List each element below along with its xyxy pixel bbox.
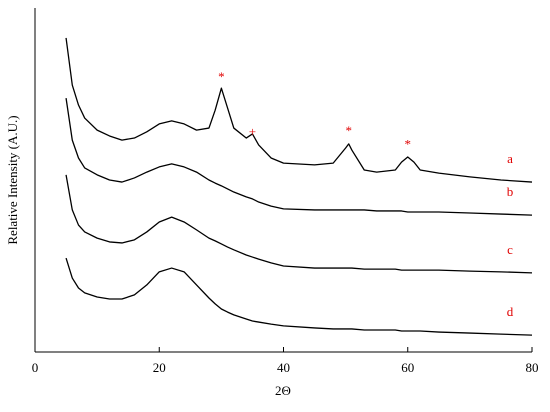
- x-tick-label: 80: [526, 360, 539, 375]
- series-label: b: [507, 184, 514, 199]
- x-tick-label: 40: [277, 360, 290, 375]
- x-tick-label: 60: [401, 360, 414, 375]
- peak-annotation: *: [345, 123, 352, 138]
- y-axis-label: Relative Intensity (A.U.): [5, 115, 20, 244]
- series-line: [65, 257, 533, 336]
- series-line: [65, 98, 533, 216]
- series-label: c: [507, 242, 513, 257]
- peak-annotation: *: [218, 69, 225, 84]
- x-tick-label: 0: [32, 360, 39, 375]
- x-axis-label: 2Θ: [275, 383, 291, 398]
- series-line: [65, 37, 533, 183]
- series-line: [65, 174, 533, 274]
- series-label: a: [507, 151, 513, 166]
- x-tick-label: 20: [153, 360, 166, 375]
- peak-annotation: *: [405, 137, 412, 152]
- peak-annotation: +: [249, 124, 256, 139]
- series-label: d: [507, 304, 514, 319]
